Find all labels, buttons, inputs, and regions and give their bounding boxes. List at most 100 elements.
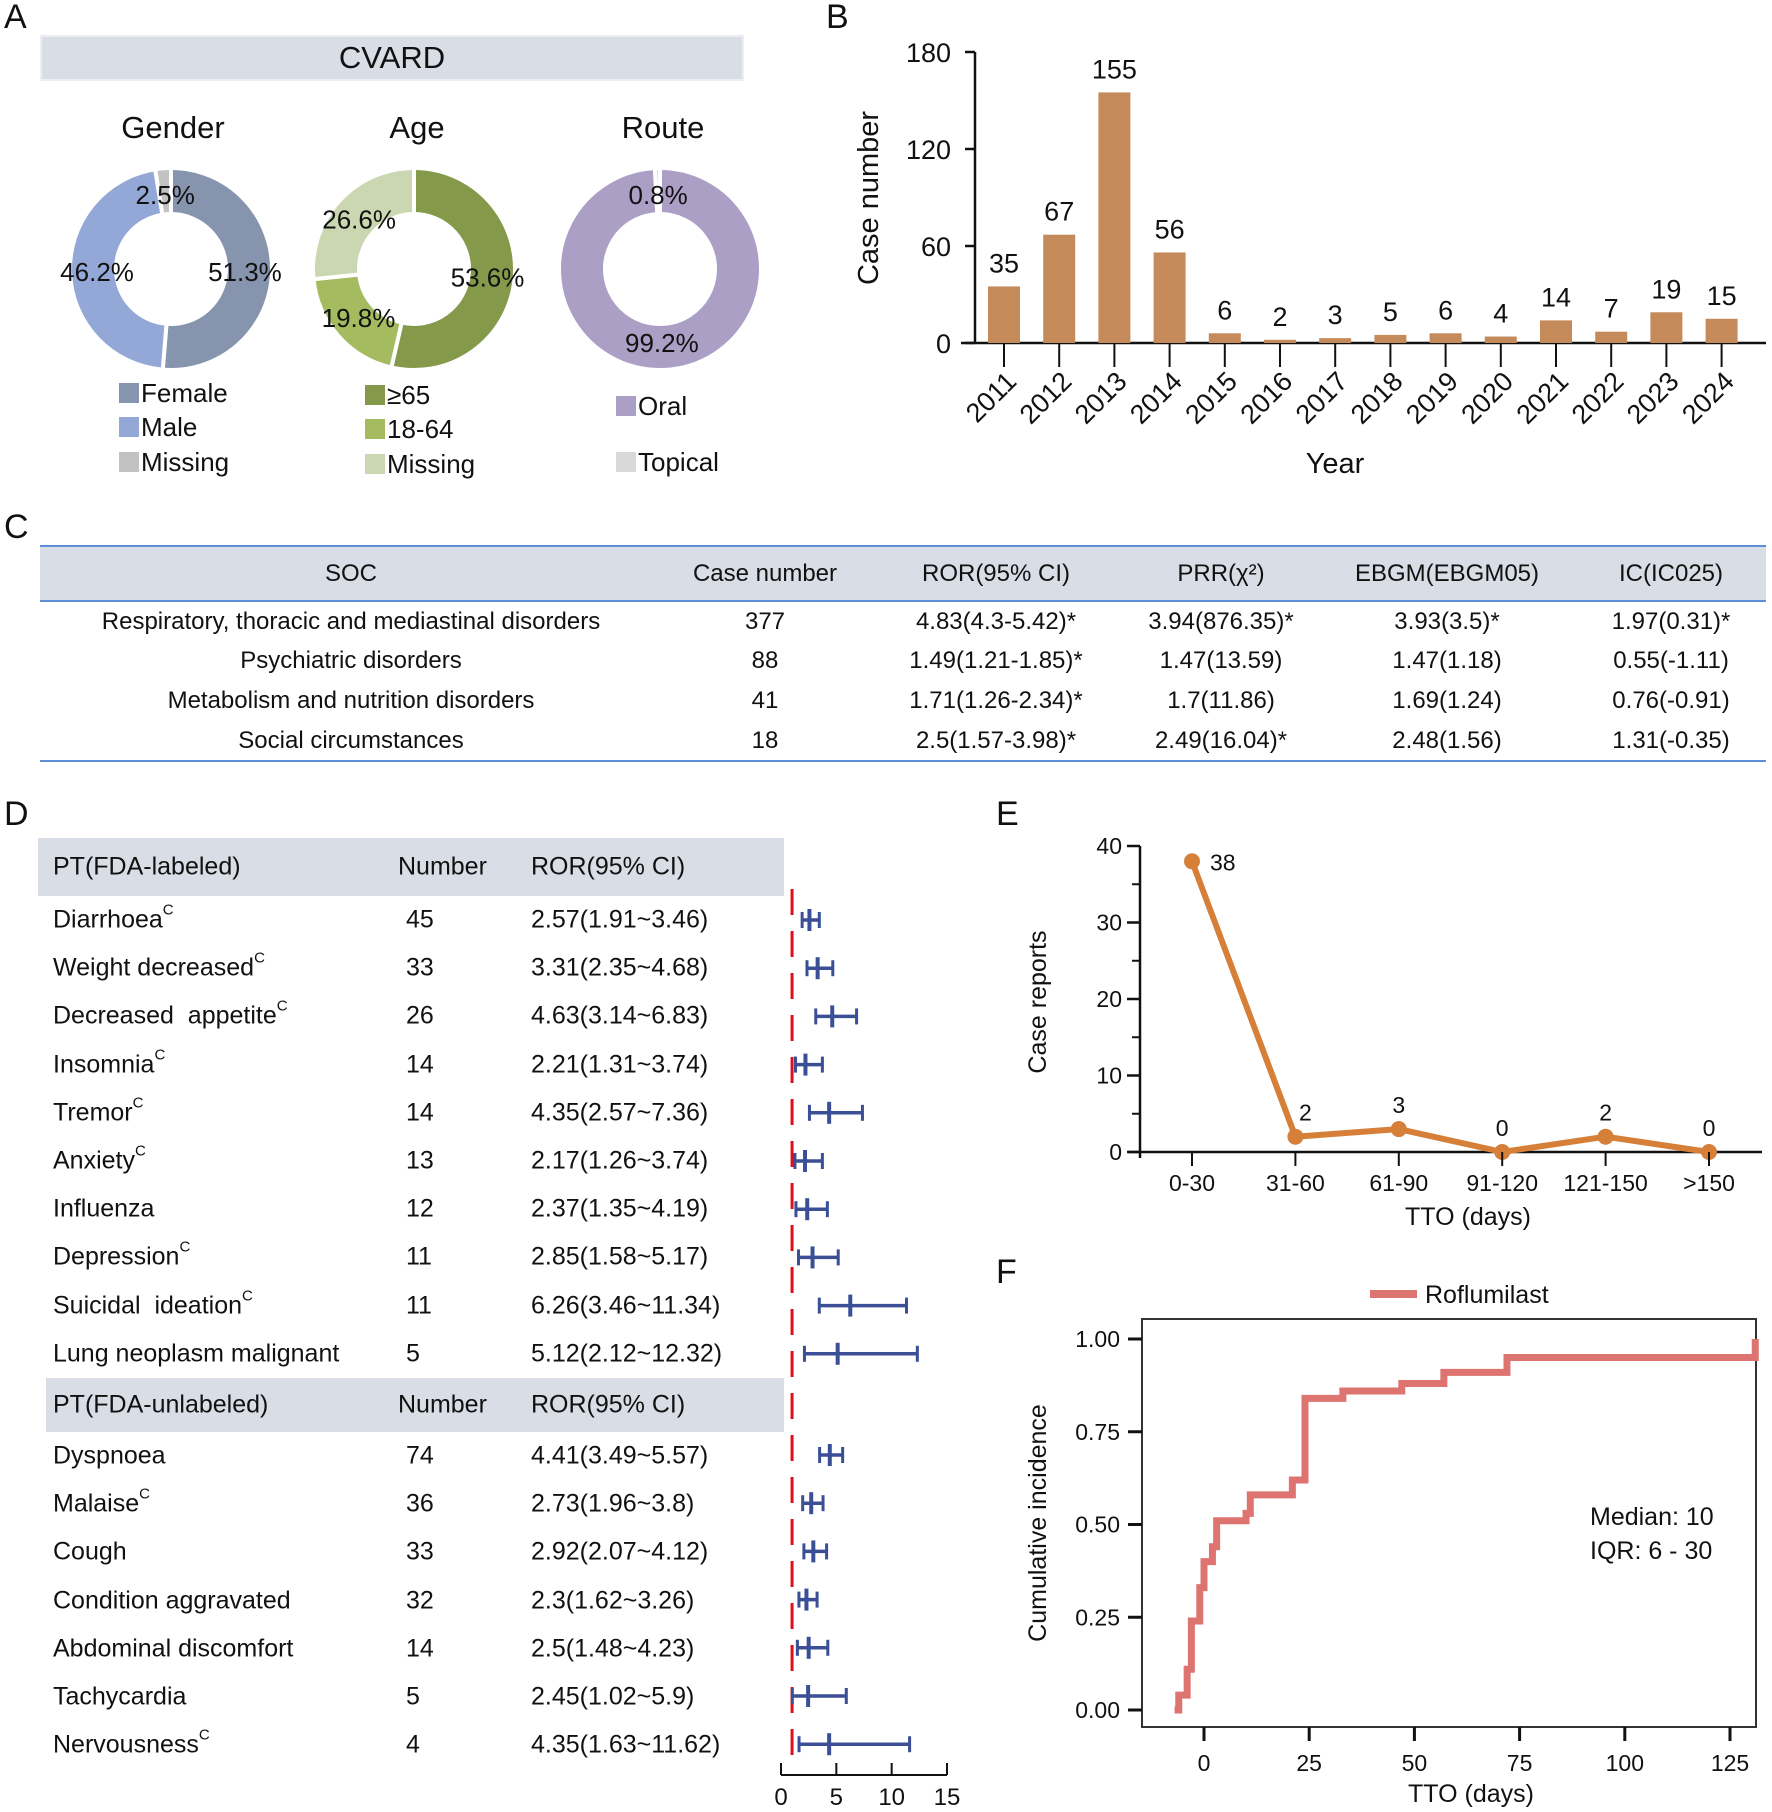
e-x-axis-title: TTO (days)	[1405, 1203, 1531, 1231]
soc-cell: Metabolism and nutrition disorders	[167, 687, 535, 714]
case-number-cell: 88	[751, 647, 779, 674]
pt-name-cell: MalaiseC	[53, 1486, 150, 1519]
bar-2015	[1208, 333, 1241, 343]
pt-name-cell: Dyspnoea	[53, 1441, 166, 1470]
x-tick-label: 2018	[1345, 366, 1409, 430]
ror-cell: 4.35(1.63~11.62)	[531, 1730, 721, 1759]
pt-name: Tachycardia	[53, 1682, 187, 1711]
e-y-tick-label: 40	[1096, 833, 1122, 859]
age-title: Age	[389, 110, 444, 145]
table-row: MalaiseC 36 2.73(1.96~3.8)	[38, 1480, 784, 1528]
route-slice-1	[652, 165, 662, 217]
ror-cell: 3.31(2.35~4.68)	[531, 953, 709, 982]
pt-name-cell: Tachycardia	[53, 1682, 186, 1711]
header-soc: SOC	[324, 559, 377, 587]
panel-label-a: A	[4, 0, 27, 36]
km-step-curve	[1174, 1339, 1759, 1714]
bar-value-label: 3	[1328, 300, 1343, 330]
pt-name: Dyspnoea	[53, 1441, 166, 1470]
labeled-superscript: C	[276, 997, 288, 1015]
bar-2020	[1484, 336, 1517, 343]
age-legend-swatch	[365, 419, 385, 439]
bar-value-label: 2	[1272, 302, 1287, 332]
table-row: Suicidal ideationC 11 6.26(3.46~11.34)	[38, 1282, 784, 1330]
x-tick-label: 2011	[960, 366, 1022, 428]
gender-slice-0	[160, 165, 275, 372]
pt-name: Influenza	[53, 1194, 155, 1223]
gender-title: Gender	[121, 110, 224, 145]
labeled-superscript: C	[198, 1726, 210, 1744]
bar-2023	[1650, 312, 1683, 343]
age-legend-label: Missing	[387, 449, 475, 479]
x-axis-title: Year	[1306, 448, 1365, 480]
pt-name: Diarrhoea	[53, 905, 163, 934]
labeled-superscript: C	[132, 1094, 144, 1112]
table-row: Abdominal discomfort 14 2.5(1.48~4.23)	[38, 1625, 784, 1673]
bar-value-label: 19	[1651, 274, 1681, 304]
ror-cell: 4.35(2.57~7.36)	[531, 1098, 709, 1127]
header-case-number: Case number	[692, 559, 838, 587]
ror-cell: 2.73(1.96~3.8)	[531, 1489, 695, 1518]
bar-2011	[988, 286, 1020, 343]
pt-name: Suicidal ideation	[53, 1291, 243, 1320]
route-slice-label: 0.8%	[629, 180, 688, 210]
panel-label-c: C	[4, 508, 29, 546]
km-x-tick-label: 125	[1711, 1750, 1749, 1776]
case-number-cell: 18	[751, 726, 779, 754]
age-slice-label: 19.8%	[322, 303, 396, 333]
route-slice-0	[557, 165, 763, 372]
ror-cell: 2.17(1.26~3.74)	[531, 1146, 709, 1175]
forest-x-tick-label: 0	[774, 1784, 787, 1811]
pt-name-cell: Weight decreasedC	[53, 950, 265, 983]
ic-cell: 0.55(-1.11)	[1613, 647, 1729, 674]
number-cell: 32	[406, 1586, 434, 1615]
cvard-banner: CVARD	[40, 35, 744, 81]
x-tick-label: 2015	[1179, 366, 1243, 430]
bar-value-label: 6	[1438, 295, 1453, 325]
bar-value-label: 35	[989, 248, 1019, 278]
ebgm-cell: 1.47(1.18)	[1392, 647, 1502, 674]
labeled-superscript: C	[162, 901, 174, 919]
ror-cell: 2.92(2.07~4.12)	[531, 1537, 709, 1566]
x-tick-label: 2021	[1511, 366, 1575, 430]
number-cell: 11	[406, 1291, 432, 1320]
table-row: Social circumstances 18 2.5(1.57-3.98)* 2.4…	[40, 721, 1766, 761]
gender-slice-label: 51.3%	[208, 257, 282, 287]
number-cell: 11	[406, 1242, 432, 1271]
e-data-point	[1184, 853, 1200, 870]
gender-slice-label: 46.2%	[60, 257, 134, 287]
ror-cell: 2.21(1.31~3.74)	[531, 1050, 709, 1079]
pt-name-cell: TremorC	[53, 1094, 143, 1127]
gender-legend-swatch	[119, 383, 139, 403]
e-data-point	[1287, 1128, 1304, 1145]
soc-cell: Psychiatric disorders	[240, 647, 462, 674]
pt-signal-table: PT(FDA-labeled) Number ROR(95% CI) Diarrhoe…	[38, 838, 784, 1769]
header-ror: ROR(95% CI)	[921, 559, 1071, 587]
ror-cell: 4.41(3.49~5.57)	[531, 1441, 709, 1470]
age-slice-label: 53.6%	[451, 262, 525, 292]
km-legend-label: Roflumilast	[1425, 1281, 1549, 1309]
age-slice-label: 26.6%	[322, 204, 396, 234]
table-row: InsomniaC 14 2.21(1.31~3.74)	[38, 1041, 784, 1089]
number-header: Number	[398, 1390, 487, 1419]
pt-name-cell: Condition aggravated	[53, 1586, 291, 1615]
prr-cell: 3.94(876.35)*	[1148, 607, 1294, 635]
pt-name: Insomnia	[53, 1050, 155, 1079]
bar-value-label: 67	[1044, 197, 1074, 227]
pt-name-cell: Influenza	[53, 1195, 154, 1224]
ror-cell: 2.57(1.91~3.46)	[531, 905, 709, 934]
prr-cell: 1.47(13.59)	[1159, 647, 1283, 674]
bar-2014	[1153, 252, 1186, 343]
e-value-label: 2	[1299, 1100, 1312, 1126]
panel-label-f: F	[996, 1253, 1017, 1291]
table-row: Tachycardia 5 2.45(1.02~5.9)	[38, 1673, 784, 1721]
labeled-superscript: C	[179, 1238, 191, 1256]
table-row: DepressionC 11 2.85(1.58~5.17)	[38, 1233, 784, 1281]
e-y-tick-label: 20	[1096, 986, 1122, 1012]
number-cell: 74	[406, 1441, 434, 1470]
pt-name-cell: DepressionC	[53, 1239, 190, 1272]
gender-legend-swatch	[119, 417, 139, 437]
km-y-tick-label: 0.50	[1075, 1512, 1120, 1538]
table-header-row: SOC Case number ROR(95% CI) PRR(χ²) EBGM…	[40, 546, 1766, 601]
